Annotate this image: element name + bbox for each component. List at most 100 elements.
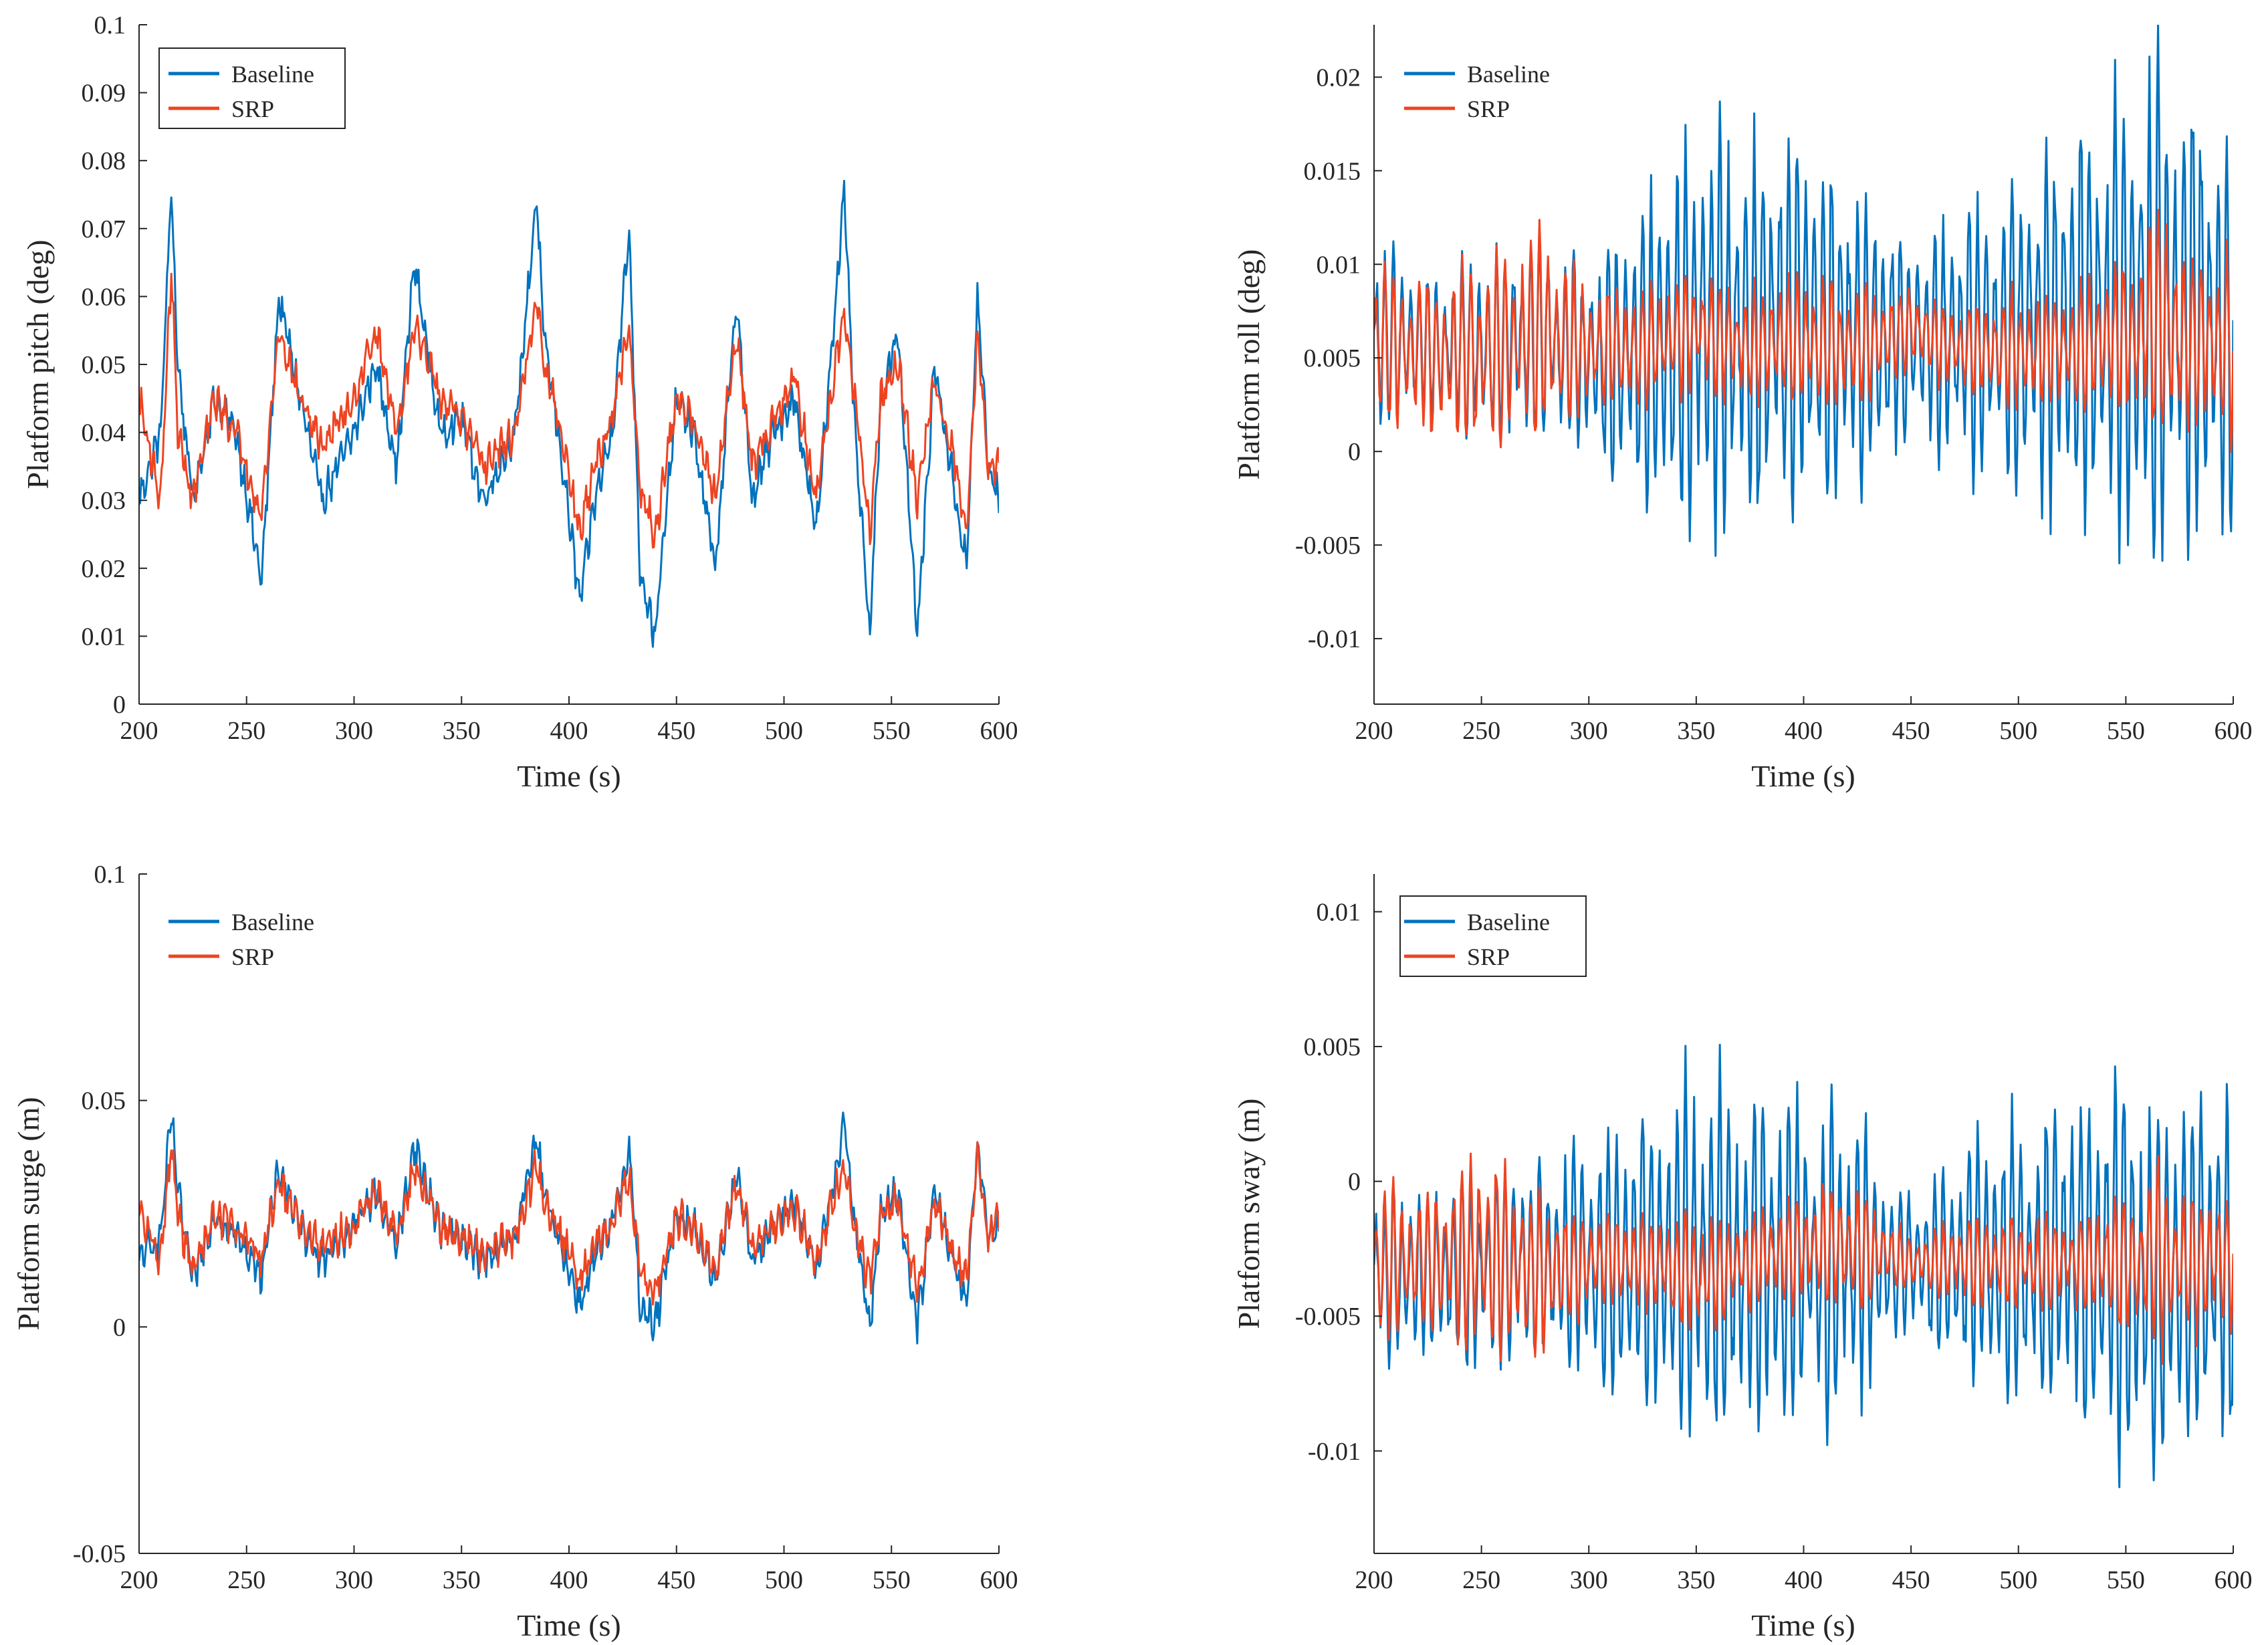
roll-x-tick-label: 600 bbox=[2215, 717, 2253, 745]
roll-x-tick-label: 200 bbox=[1355, 717, 1393, 745]
pitch-panel: 200 250 300 350 400 450 500 550 600 0 0.01 0.02 0.0… bbox=[21, 11, 1018, 793]
surge-x-label: Time (s) bbox=[517, 1608, 621, 1642]
roll-panel: 200 250 300 350 400 450 500 550 600 -0.01 -0.005 0… bbox=[1232, 25, 2253, 793]
pitch-x-tick-label: 250 bbox=[227, 717, 265, 745]
pitch-y-label: Platform pitch (deg) bbox=[21, 239, 55, 489]
pitch-y-tick-label: 0.03 bbox=[82, 487, 126, 515]
surge-x-tick-label: 450 bbox=[657, 1566, 695, 1594]
pitch-legend-box bbox=[158, 47, 346, 129]
roll-y-tick-label: 0.01 bbox=[1317, 251, 1361, 279]
pitch-y-tick-label: 0.1 bbox=[94, 11, 126, 39]
roll-x-tick-label: 500 bbox=[1999, 717, 2037, 745]
pitch-y-tick-label: 0.07 bbox=[82, 215, 126, 243]
sway-y-label: Platform sway (m) bbox=[1232, 1099, 1266, 1329]
roll-y-label: Platform roll (deg) bbox=[1232, 249, 1266, 480]
surge-y-ticks: -0.05 0 0.05 0.1 bbox=[73, 861, 147, 1568]
sway-y-tick-label: 0.01 bbox=[1317, 898, 1361, 926]
pitch-legend: Baseline SRP bbox=[158, 47, 346, 129]
sway-y-ticks: -0.01 -0.005 0 0.005 0.01 bbox=[1295, 898, 1382, 1466]
sway-y-tick-label: -0.005 bbox=[1295, 1303, 1361, 1331]
surge-y-label: Platform surge (m) bbox=[11, 1097, 45, 1330]
roll-series-baseline-line bbox=[1374, 25, 2233, 564]
surge-plot-area bbox=[139, 1111, 999, 1345]
roll-x-tick-label: 350 bbox=[1677, 717, 1715, 745]
sway-legend: Baseline SRP bbox=[1399, 895, 1587, 977]
pitch-plot-area bbox=[139, 179, 999, 648]
sway-series-srp-line bbox=[1374, 1152, 2233, 1365]
surge-y-tick-label: 0.05 bbox=[82, 1087, 126, 1115]
pitch-x-tick-label: 200 bbox=[120, 717, 158, 745]
sway-legend-srp-label: SRP bbox=[1467, 944, 1510, 970]
pitch-y-tick-label: 0.05 bbox=[82, 351, 126, 379]
pitch-y-tick-label: 0.06 bbox=[82, 283, 126, 311]
roll-y-tick-label: 0.02 bbox=[1317, 64, 1361, 92]
sway-y-tick-label: 0.005 bbox=[1304, 1033, 1361, 1061]
surge-legend: Baseline SRP bbox=[168, 909, 314, 970]
surge-x-tick-label: 250 bbox=[227, 1566, 265, 1594]
surge-x-tick-label: 350 bbox=[443, 1566, 481, 1594]
sway-x-ticks: 200 250 300 350 400 450 500 550 600 bbox=[1355, 1545, 2253, 1594]
sway-x-tick-label: 600 bbox=[2215, 1566, 2253, 1594]
pitch-y-ticks: 0 0.01 0.02 0.03 0.04 0.05 0.06 0.07 0.08 0.09 0.1 bbox=[82, 11, 147, 719]
surge-x-tick-label: 600 bbox=[980, 1566, 1018, 1594]
pitch-x-tick-label: 400 bbox=[550, 717, 588, 745]
surge-y-tick-label: 0 bbox=[113, 1313, 126, 1341]
sway-x-tick-label: 550 bbox=[2107, 1566, 2145, 1594]
roll-x-tick-label: 400 bbox=[1785, 717, 1823, 745]
roll-y-tick-label: 0.005 bbox=[1304, 344, 1361, 372]
roll-y-tick-label: 0 bbox=[1348, 438, 1361, 466]
pitch-y-tick-label: 0.01 bbox=[82, 623, 126, 651]
pitch-y-tick-label: 0.08 bbox=[82, 147, 126, 175]
sway-x-tick-label: 500 bbox=[1999, 1566, 2037, 1594]
roll-x-label: Time (s) bbox=[1751, 759, 1855, 793]
surge-legend-srp-label: SRP bbox=[231, 944, 274, 970]
sway-x-tick-label: 450 bbox=[1892, 1566, 1930, 1594]
surge-x-tick-label: 200 bbox=[120, 1566, 158, 1594]
surge-x-tick-label: 400 bbox=[550, 1566, 588, 1594]
roll-series-srp-line bbox=[1374, 209, 2233, 453]
pitch-x-tick-label: 550 bbox=[873, 717, 911, 745]
pitch-y-tick-label: 0.02 bbox=[82, 555, 126, 583]
roll-legend: Baseline SRP bbox=[1404, 61, 1550, 122]
pitch-x-ticks: 200 250 300 350 400 450 500 550 600 bbox=[120, 696, 1018, 745]
roll-y-tick-label: -0.01 bbox=[1308, 625, 1361, 653]
pitch-x-tick-label: 350 bbox=[443, 717, 481, 745]
pitch-y-tick-label: 0.04 bbox=[82, 419, 126, 447]
roll-plot-area bbox=[1374, 25, 2233, 564]
sway-legend-box bbox=[1399, 895, 1587, 977]
sway-x-tick-label: 350 bbox=[1677, 1566, 1715, 1594]
sway-legend-baseline-label: Baseline bbox=[1467, 909, 1550, 936]
roll-y-tick-label: 0.015 bbox=[1304, 157, 1361, 185]
pitch-legend-srp-label: SRP bbox=[231, 96, 274, 122]
sway-x-tick-label: 200 bbox=[1355, 1566, 1393, 1594]
surge-x-tick-label: 550 bbox=[873, 1566, 911, 1594]
pitch-y-tick-label: 0.09 bbox=[82, 80, 126, 108]
sway-x-tick-label: 250 bbox=[1462, 1566, 1500, 1594]
surge-y-tick-label: -0.05 bbox=[73, 1540, 126, 1568]
surge-panel: 200 250 300 350 400 450 500 550 600 -0.05 0 0.05 0.… bbox=[11, 861, 1018, 1642]
roll-x-tick-label: 450 bbox=[1892, 717, 1930, 745]
roll-x-tick-label: 300 bbox=[1570, 717, 1608, 745]
pitch-x-tick-label: 600 bbox=[980, 717, 1018, 745]
roll-x-ticks: 200 250 300 350 400 450 500 550 600 bbox=[1355, 696, 2253, 745]
sway-y-tick-label: 0 bbox=[1348, 1168, 1361, 1196]
sway-x-tick-label: 300 bbox=[1570, 1566, 1608, 1594]
sway-panel: 200 250 300 350 400 450 500 550 600 -0.01 -0.005 0… bbox=[1232, 874, 2253, 1642]
surge-legend-baseline-label: Baseline bbox=[231, 909, 314, 936]
surge-x-ticks: 200 250 300 350 400 450 500 550 600 bbox=[120, 1545, 1018, 1594]
pitch-series-srp-line bbox=[139, 272, 999, 549]
roll-legend-baseline-label: Baseline bbox=[1467, 61, 1550, 88]
surge-x-tick-label: 500 bbox=[765, 1566, 803, 1594]
sway-x-label: Time (s) bbox=[1751, 1608, 1855, 1642]
surge-y-tick-label: 0.1 bbox=[94, 861, 126, 889]
sway-plot-area bbox=[1374, 1043, 2233, 1489]
surge-x-tick-label: 300 bbox=[335, 1566, 373, 1594]
pitch-legend-baseline-label: Baseline bbox=[231, 61, 314, 88]
roll-legend-srp-label: SRP bbox=[1467, 96, 1510, 122]
pitch-y-tick-label: 0 bbox=[113, 691, 126, 719]
pitch-x-tick-label: 500 bbox=[765, 717, 803, 745]
sway-y-tick-label: -0.01 bbox=[1308, 1438, 1361, 1466]
roll-x-tick-label: 550 bbox=[2107, 717, 2145, 745]
